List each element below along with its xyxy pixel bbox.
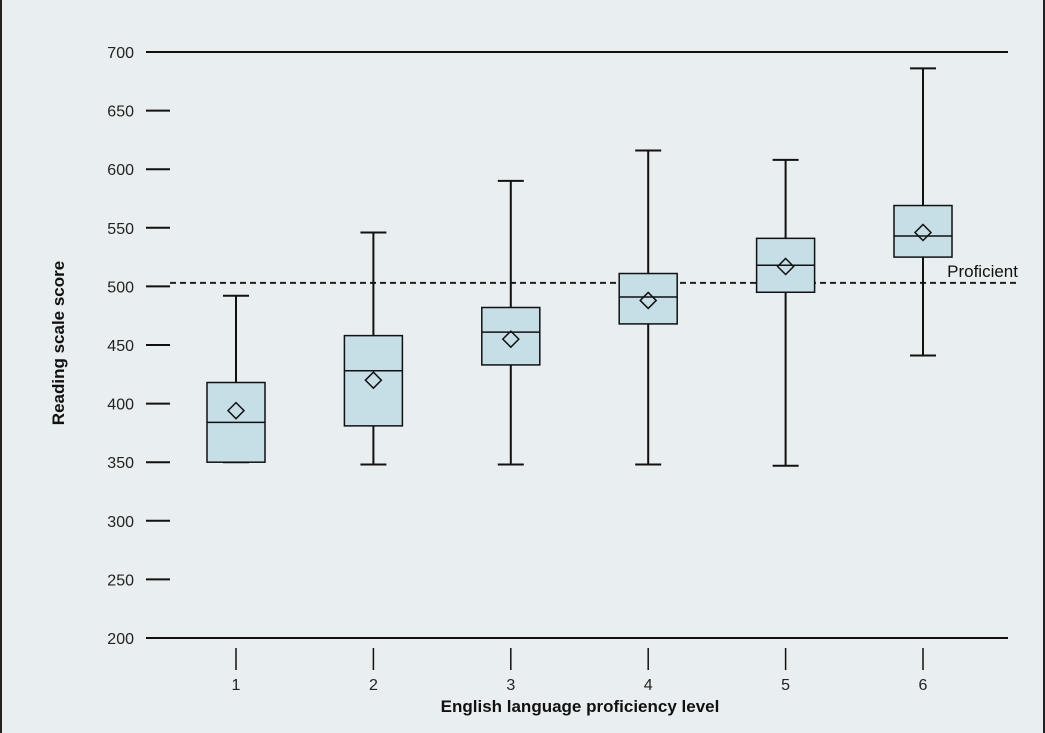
mean-marker <box>226 401 246 420</box>
x-tick-label: 4 <box>644 677 653 694</box>
mean-marker <box>913 223 933 242</box>
box-level-4 <box>618 149 678 466</box>
x-axis-title: English language proficiency level <box>441 697 720 716</box>
mean-marker <box>776 257 795 276</box>
y-tick-label: 250 <box>107 572 134 589</box>
y-tick-label: 700 <box>107 45 134 62</box>
y-tick-label: 200 <box>107 631 134 648</box>
mean-marker <box>364 371 383 390</box>
x-axis: 1 2 3 4 5 6 <box>232 648 928 694</box>
y-tick-label: 650 <box>107 104 134 121</box>
y-axis-title: Reading scale score <box>49 261 68 425</box>
iqr-box <box>893 204 953 258</box>
box-level-3 <box>481 179 541 466</box>
y-tick-label: 550 <box>107 221 134 238</box>
y-tick-label: 300 <box>107 514 134 531</box>
box-level-1 <box>206 294 266 464</box>
iqr-box <box>481 306 541 366</box>
y-tick-label: 450 <box>107 338 134 355</box>
y-tick-label: 500 <box>107 279 134 296</box>
x-tick-label: 2 <box>369 677 378 694</box>
x-tick-label: 5 <box>781 677 790 694</box>
box-level-5 <box>755 158 816 467</box>
x-tick-label: 3 <box>506 677 515 694</box>
box-series <box>206 67 953 467</box>
y-tick-label: 600 <box>107 162 134 179</box>
iqr-box <box>618 272 678 325</box>
iqr-box <box>343 334 404 427</box>
y-tick-label: 400 <box>107 397 134 414</box>
x-tick-label: 6 <box>919 677 928 694</box>
box-level-6 <box>893 67 953 357</box>
x-tick-label: 1 <box>232 677 241 694</box>
y-axis: 200 250 300 350 400 450 500 550 600 650 700 <box>107 45 1008 648</box>
mean-marker <box>501 330 520 349</box>
proficient-reference: Proficient <box>170 262 1018 284</box>
mean-marker <box>639 291 658 310</box>
proficient-label: Proficient <box>947 262 1018 281</box>
y-tick-label: 350 <box>107 455 134 472</box>
box-level-2 <box>343 231 404 466</box>
